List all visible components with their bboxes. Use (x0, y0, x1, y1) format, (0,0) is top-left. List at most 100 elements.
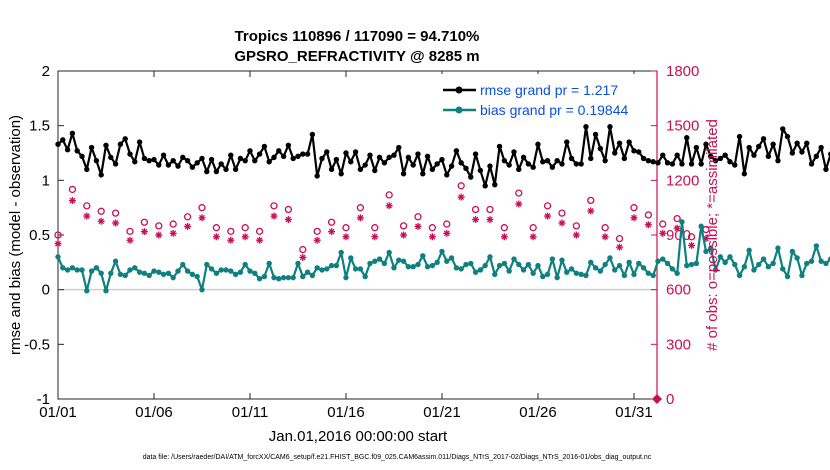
bias-point (156, 269, 162, 275)
rmse-point (775, 157, 781, 164)
bias-point (463, 261, 469, 268)
bias-point (343, 274, 349, 281)
bias-point (208, 266, 215, 272)
rmse-point (213, 168, 220, 175)
bias-point (132, 265, 138, 271)
bias-point (746, 247, 752, 254)
rmse-point (823, 166, 829, 173)
rmse-point (583, 124, 589, 130)
obs-assimilated-marker (83, 212, 91, 220)
obs-assimilated-marker (241, 233, 249, 241)
rmse-point (98, 172, 104, 178)
rmse-point (631, 148, 637, 154)
rmse-point (79, 153, 85, 159)
rmse-point (607, 124, 613, 130)
bias-point (631, 271, 637, 278)
obs-assimilated-marker (558, 219, 566, 227)
rmse-point (549, 164, 556, 170)
rmse-point (434, 161, 440, 167)
obs-possible-marker (457, 182, 465, 190)
obs-possible-marker (270, 202, 278, 210)
bias-point (256, 276, 263, 282)
rmse-point (482, 183, 488, 189)
y-tick-label: 2 (42, 63, 50, 80)
bias-point (55, 254, 61, 260)
obs-assimilated-marker (385, 202, 393, 210)
bias-point (295, 260, 301, 267)
obs-assimilated-marker (457, 193, 465, 201)
bias-point (813, 243, 820, 249)
bias-point (616, 262, 623, 269)
rmse-point (525, 161, 532, 167)
obs-assimilated-marker (356, 214, 364, 222)
obs-possible-marker (471, 205, 480, 214)
rmse-point (160, 152, 167, 158)
bias-point (444, 258, 450, 264)
obs-possible-marker (500, 224, 509, 232)
rmse-point (468, 174, 474, 180)
rmse-point (616, 140, 623, 146)
x-tick-label: 01/11 (232, 404, 268, 421)
rmse-point (103, 142, 109, 149)
bias-point (578, 271, 584, 278)
bias-point (122, 272, 128, 279)
chart-title: Tropics 110896 / 117090 = 94.710% (235, 28, 480, 45)
obs-possible-marker (414, 213, 422, 221)
bias-point (88, 268, 95, 274)
y-tick-label: -1 (37, 391, 50, 408)
rmse-point (799, 149, 805, 155)
bias-point (717, 254, 724, 260)
bias-point (818, 258, 824, 264)
y-axis-left: -1 -0.5 0 0.5 1 1.5 2 (24, 63, 64, 408)
bias-point (223, 267, 229, 273)
rmse-point (760, 136, 767, 142)
rmse-point (319, 155, 325, 162)
bias-point (117, 271, 124, 278)
obs-assimilated-marker (155, 231, 163, 239)
rmse-point (597, 145, 604, 152)
obs-assimilated-marker (184, 222, 192, 230)
bias-point (458, 266, 464, 272)
rmse-point (674, 152, 680, 158)
rmse-point (381, 160, 388, 166)
rmse-point (386, 154, 392, 161)
rmse-point (746, 144, 752, 151)
rmse-point (516, 166, 522, 173)
rmse-point (501, 157, 508, 164)
rmse-point (165, 162, 172, 168)
obs-assimilated-marker (515, 200, 523, 208)
bias-point (804, 260, 810, 267)
rmse-point (655, 160, 661, 166)
obs-possible-marker (126, 227, 134, 236)
rmse-point (621, 155, 628, 162)
rmse-point (415, 151, 421, 157)
bias-point (789, 248, 796, 255)
y2-tick-label: 600 (666, 282, 691, 299)
rmse-point (818, 144, 824, 151)
rmse-point (60, 137, 66, 143)
bias-point (573, 270, 580, 276)
rmse-point (554, 157, 560, 164)
obs-assimilated-marker (169, 229, 177, 237)
obs-possible-marker (543, 202, 552, 210)
bias-point (564, 269, 570, 275)
obs-assimilated-marker (443, 229, 451, 237)
rmse-point (703, 141, 709, 147)
obs-possible-marker (443, 220, 451, 228)
rmse-point (612, 150, 618, 156)
bias-point (405, 264, 412, 270)
bias-point (674, 270, 680, 276)
x-tick-label: 01/16 (327, 404, 365, 421)
rmse-point (304, 151, 311, 157)
rmse-point (573, 161, 580, 167)
rmse-point (684, 134, 690, 141)
obs-possible-marker (515, 189, 523, 197)
plot-area (57, 70, 658, 400)
obs-assimilated-marker (529, 233, 537, 241)
bias-point (189, 271, 196, 278)
obs-possible-marker (54, 231, 62, 239)
y2-tick-label: 1500 (666, 118, 699, 135)
rmse-point (578, 161, 584, 167)
obs-assimilated-marker (284, 216, 292, 224)
bias-point (559, 257, 565, 263)
